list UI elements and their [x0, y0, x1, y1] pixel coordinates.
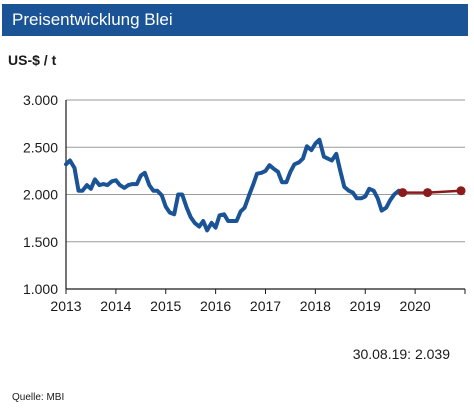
- y-tick-label: 3.000: [23, 92, 58, 108]
- forecast-point: [398, 188, 408, 198]
- y-axis-unit: US-$ / t: [8, 52, 57, 68]
- y-tick-label: 1.500: [23, 234, 58, 250]
- chart-title: Preisentwicklung Blei: [12, 10, 173, 29]
- title-bar: Preisentwicklung Blei: [2, 4, 468, 36]
- forecast-point: [456, 186, 466, 196]
- x-tick-label: 2020: [400, 298, 431, 314]
- x-tick-label: 2018: [300, 298, 331, 314]
- forecast-point: [423, 188, 433, 198]
- price-line: [64, 137, 401, 233]
- x-tick-label: 2019: [350, 298, 381, 314]
- x-tick-label: 2013: [50, 298, 81, 314]
- x-tick-label: 2017: [250, 298, 281, 314]
- y-tick-label: 2.500: [23, 139, 58, 155]
- y-tick-label: 2.000: [23, 187, 58, 203]
- y-tick-label: 1.000: [23, 281, 58, 297]
- x-tick-label: 2015: [150, 298, 181, 314]
- x-tick-label: 2016: [200, 298, 231, 314]
- x-tick-label: 2014: [100, 298, 131, 314]
- latest-price-note: 30.08.19: 2.039: [352, 346, 450, 362]
- source-note: Quelle: MBI: [12, 392, 65, 403]
